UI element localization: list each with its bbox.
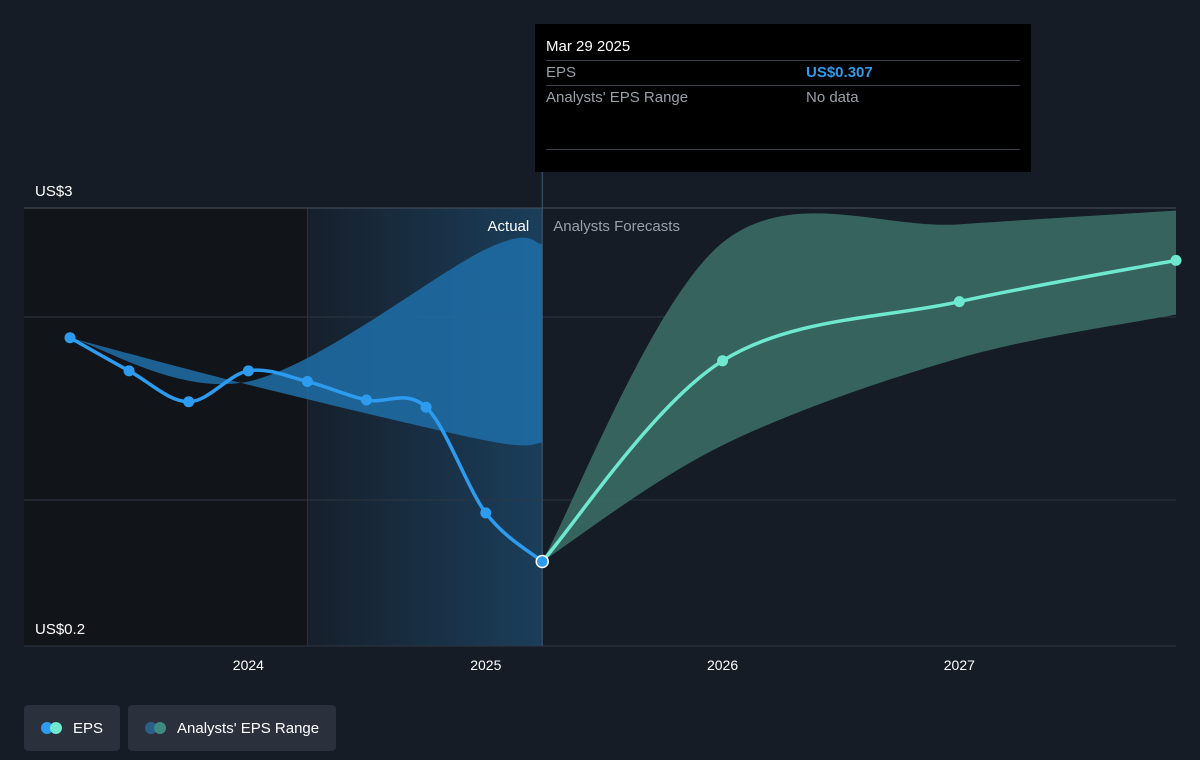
eps-actual-point xyxy=(64,332,76,344)
eps-actual-point xyxy=(183,396,195,408)
x-tick-label-2025: 2025 xyxy=(470,657,501,673)
eps-forecast-point xyxy=(1170,254,1182,266)
forecast-eps-range-band xyxy=(542,210,1176,562)
eps-chart: US$3 US$0.2 2024 2025 2026 2027 Actual Analysts… xyxy=(24,172,1182,673)
tooltip-eps-value: US$0.307 xyxy=(806,64,873,81)
eps-actual-point xyxy=(480,507,492,519)
chart-legend: EPS Analysts' EPS Range xyxy=(24,705,337,751)
legend-range-button[interactable]: Analysts' EPS Range xyxy=(128,705,337,751)
tooltip-range-row: Analysts' EPS Range No data xyxy=(546,85,1020,110)
x-tick-label-2026: 2026 xyxy=(707,657,738,673)
tooltip-eps-row: EPS US$0.307 xyxy=(546,60,1020,85)
highlighted-point xyxy=(535,554,549,569)
tooltip-range-value: No data xyxy=(806,89,859,106)
actual-eps-range-band xyxy=(70,237,543,446)
eps-forecast-point xyxy=(717,355,729,367)
eps-forecast-line xyxy=(540,258,1177,563)
pre-window-background xyxy=(24,208,308,646)
x-tick-label-2027: 2027 xyxy=(944,657,975,673)
hover-tooltip: Mar 29 2025 EPS US$0.307 Analysts' EPS R… xyxy=(535,24,1031,172)
eps-actual-point xyxy=(242,365,254,377)
eps-actual-point xyxy=(360,394,372,406)
eps-legend-icon xyxy=(41,722,65,734)
tooltip-eps-label: EPS xyxy=(546,64,577,81)
eps-actual-point xyxy=(123,365,135,377)
eps-actual-point xyxy=(420,401,432,413)
legend-eps-label: EPS xyxy=(73,719,104,737)
tooltip-range-label: Analysts' EPS Range xyxy=(546,89,689,106)
range-legend-icon xyxy=(145,722,169,734)
legend-eps-button[interactable]: EPS xyxy=(24,705,121,751)
forecast-section-label: Analysts Forecasts xyxy=(553,218,680,235)
y-tick-label-bottom: US$0.2 xyxy=(35,621,85,638)
tooltip-divider xyxy=(546,149,1020,150)
eps-forecast-point xyxy=(953,296,965,308)
legend-range-label: Analysts' EPS Range xyxy=(177,719,320,737)
tooltip-date: Mar 29 2025 xyxy=(546,38,631,55)
actual-section-label: Actual xyxy=(488,218,530,235)
y-tick-label-top: US$3 xyxy=(35,183,73,200)
eps-actual-point xyxy=(301,376,313,388)
x-tick-label-2024: 2024 xyxy=(233,657,264,673)
